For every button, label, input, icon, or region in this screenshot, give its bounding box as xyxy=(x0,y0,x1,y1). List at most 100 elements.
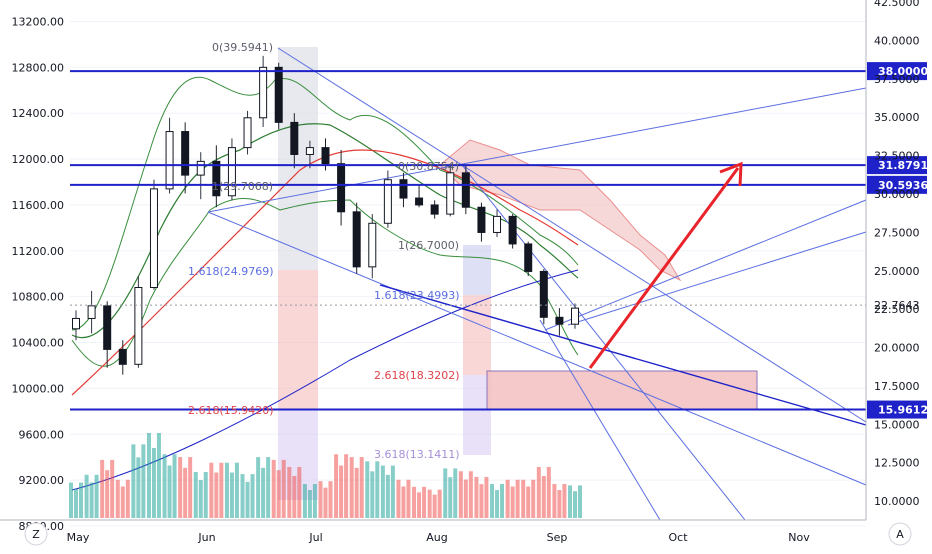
candle-body xyxy=(243,117,252,149)
right-axis[interactable]: 42.5000 40.0000 37.5000 35.0000 32.5000 30.00… xyxy=(70,0,920,520)
zoom-label: Z xyxy=(32,528,40,541)
candle-body xyxy=(368,222,377,268)
volume-bar xyxy=(479,484,484,518)
volume-bar xyxy=(323,487,328,518)
candle-body xyxy=(134,286,143,365)
volume-bar xyxy=(385,474,390,518)
candle-body xyxy=(87,305,96,319)
trend-line-rising-2 xyxy=(567,231,867,326)
volume-bar xyxy=(209,462,214,518)
auto-scale-circle xyxy=(888,522,912,546)
right-tick-label: 25.0000 xyxy=(874,265,920,278)
volume-bar xyxy=(557,490,562,518)
fib-zone-purple-2 xyxy=(463,375,491,455)
volume-bar xyxy=(546,467,551,518)
x-tick-label: Aug xyxy=(426,531,447,544)
volume-bar xyxy=(219,462,224,518)
volume-bar xyxy=(515,479,520,518)
volume-bar xyxy=(375,461,380,518)
candle-body xyxy=(72,317,80,330)
volume-bar xyxy=(245,481,250,518)
level-tag-label: 31.8791 xyxy=(878,159,928,172)
volume-bar xyxy=(307,490,312,518)
x-tick-label: Jun xyxy=(197,531,215,544)
horizontal-levels: 38.0000 31.8791 30.5936 15.9612 xyxy=(70,62,928,419)
fib-zone-top xyxy=(278,47,318,270)
zoom-button-left[interactable]: Z xyxy=(24,522,48,546)
volume-bar xyxy=(412,486,417,518)
right-tick-label: 22.5000 xyxy=(874,303,920,316)
volume-bar xyxy=(427,489,432,518)
volume-bar xyxy=(495,490,500,518)
candle-body xyxy=(259,66,268,119)
candle-body xyxy=(290,121,299,155)
right-tick-label: 12.5000 xyxy=(874,457,920,470)
left-tick-label: 12400.00 xyxy=(12,107,65,120)
candle-body xyxy=(212,160,221,197)
volume-bar xyxy=(390,465,395,518)
volume-bar xyxy=(526,486,531,518)
volume-bar xyxy=(224,462,229,518)
right-tick-label: 42.5000 xyxy=(874,0,920,9)
candle-body xyxy=(103,305,112,350)
volume-bar xyxy=(297,467,302,518)
volume-bar xyxy=(146,433,151,518)
left-tick-label: 11200.00 xyxy=(12,245,65,258)
trend-lines xyxy=(207,47,867,521)
level-tag xyxy=(867,175,927,194)
volume-bar xyxy=(261,467,266,518)
volume-bar xyxy=(115,479,120,518)
volume-bar xyxy=(334,454,339,518)
volume-bar xyxy=(136,457,141,518)
candle-body xyxy=(493,215,502,233)
volume-bar xyxy=(568,485,572,518)
red-arrow[interactable] xyxy=(588,161,743,369)
volume-bar xyxy=(156,433,161,518)
candle-body xyxy=(118,348,127,365)
candle-body xyxy=(461,172,470,208)
target-box[interactable] xyxy=(486,370,758,410)
volume-bar xyxy=(131,444,136,518)
left-tick-label: 9200.00 xyxy=(19,474,65,487)
left-tick-label: 11600.00 xyxy=(12,199,65,212)
volume-bar xyxy=(183,467,188,518)
volume-bar xyxy=(203,471,208,518)
candle-body xyxy=(149,188,158,288)
trend-line-descending-1 xyxy=(277,47,867,423)
right-tick-label: 27.5000 xyxy=(874,226,920,239)
candle-body xyxy=(305,147,314,155)
volume-bar xyxy=(120,486,125,518)
volume-bar xyxy=(240,474,245,518)
volume-bar xyxy=(281,459,286,518)
volume-bar xyxy=(69,482,73,518)
volume-bar xyxy=(198,480,203,518)
trend-line-rising-1 xyxy=(544,199,867,331)
volume-bar xyxy=(531,479,536,518)
volume-bar xyxy=(229,472,234,518)
right-tick-label: 30.0000 xyxy=(874,188,920,201)
volume-bar xyxy=(167,465,172,518)
volume-bar xyxy=(521,479,526,518)
volume-bar xyxy=(432,494,437,518)
arrow-head xyxy=(719,161,743,187)
volume-bar xyxy=(536,467,541,518)
volume-bar xyxy=(151,448,156,518)
volume-bar xyxy=(370,471,375,518)
x-axis[interactable]: May Jun Jul Aug Sep Oct Nov xyxy=(0,519,866,544)
volume-bar xyxy=(443,468,448,518)
bb-upper xyxy=(71,76,579,331)
candle-body xyxy=(321,147,330,165)
auto-scale-button[interactable]: A xyxy=(888,522,912,546)
left-tick-label: 10000.00 xyxy=(12,382,65,395)
candle-body xyxy=(508,215,517,245)
volume-bar xyxy=(474,476,479,518)
candle-body xyxy=(524,243,533,272)
volume-bar xyxy=(468,471,473,518)
volume-bar xyxy=(89,482,94,518)
volume-bar xyxy=(578,485,582,518)
right-tick-label: 37.5000 xyxy=(874,73,920,86)
candle-body xyxy=(337,163,346,213)
volume-bar xyxy=(302,484,307,518)
